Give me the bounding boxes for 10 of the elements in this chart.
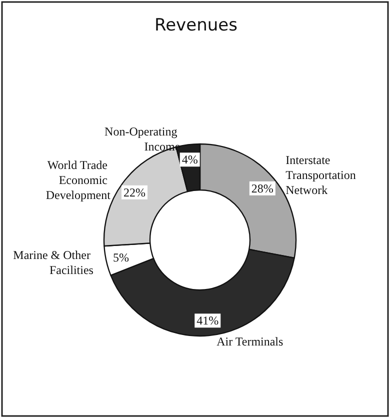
slice-label: World Trade Economic Development xyxy=(46,158,112,202)
data-label: 4% xyxy=(182,152,198,167)
slice-label: Marine & Other Facilities xyxy=(13,248,94,277)
slice-label: Interstate Transportation Network xyxy=(286,152,359,197)
chart-title: Revenues xyxy=(154,16,238,36)
slice-label: Air Terminals xyxy=(216,334,284,349)
data-label: 28% xyxy=(251,181,274,196)
data-label: 41% xyxy=(196,314,219,328)
data-label: 22% xyxy=(123,185,146,200)
data-label: 5% xyxy=(112,250,129,265)
